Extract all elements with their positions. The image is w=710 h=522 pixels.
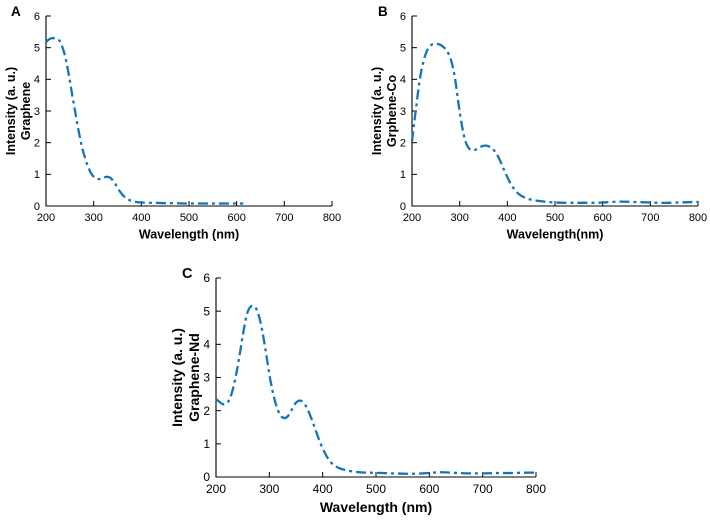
- spectrum-chart-A: 200 300 400 500 600 700 800 0 1 2 3 4 5 6 Wavelength (…: [4, 4, 341, 242]
- y-tick-label: 2: [400, 138, 406, 150]
- y-axis-label-line1: Intensity (a. u.): [169, 328, 185, 427]
- x-tick-label: 500: [366, 482, 386, 496]
- y-tick-label: 5: [400, 43, 406, 55]
- y-tick-label: 1: [34, 169, 40, 181]
- x-tick-label: 600: [227, 212, 245, 224]
- y-tick-label: 0: [203, 470, 210, 484]
- x-axis-label: Wavelength (nm): [139, 228, 239, 242]
- y-tick-label: 4: [34, 74, 40, 86]
- x-axis-label: Wavelength (nm): [320, 499, 432, 515]
- y-tick-label: 2: [34, 138, 40, 150]
- y-tick-label: 1: [400, 169, 406, 181]
- y-tick-label: 3: [203, 371, 210, 385]
- spectrum-chart-B: 200 300 400 500 600 700 800 0 1 2 3 4 5 6 Wavelength(n…: [370, 4, 707, 242]
- spectrum-line-B: [410, 42, 699, 205]
- axis-spines: [411, 16, 698, 207]
- y-tick-label: 6: [203, 271, 210, 285]
- y-tick-label: 3: [400, 106, 406, 118]
- x-tick-label: 700: [641, 212, 659, 224]
- x-tick-label: 200: [206, 482, 226, 496]
- x-tick-label: 200: [403, 212, 421, 224]
- panel-letter-B: B: [378, 4, 388, 19]
- x-tick-label: 600: [593, 212, 611, 224]
- axis-spines: [215, 278, 536, 478]
- x-tick-label: 200: [37, 212, 55, 224]
- x-tick-label: 700: [473, 482, 493, 496]
- spectrum-chart-C: 200 300 400 500 600 700 800 0 1 2 3 4 5 6 Wavelength (…: [169, 266, 546, 515]
- y-tick-label: 1: [203, 437, 210, 451]
- y-tick-label: 2: [203, 404, 210, 418]
- y-tick-label: 0: [400, 201, 406, 213]
- x-tick-label: 500: [180, 212, 198, 224]
- x-tick-label: 300: [450, 212, 468, 224]
- x-tick-label: 400: [498, 212, 516, 224]
- y-axis-label-line1: Intensity (a. u.): [4, 67, 18, 155]
- spectrum-line-C: [215, 304, 537, 475]
- x-tick-label: 800: [526, 482, 546, 496]
- x-tick-label: 600: [419, 482, 439, 496]
- chart-panel-graphene: 200 300 400 500 600 700 800 0 1 2 3 4 5 6 Wavelength (…: [2, 0, 342, 250]
- y-tick-label: 0: [34, 201, 40, 213]
- y-tick-label: 4: [400, 74, 406, 86]
- x-tick-label: 800: [689, 212, 707, 224]
- panel-letter-A: A: [11, 4, 21, 19]
- x-tick-label: 400: [132, 212, 150, 224]
- y-axis-label-line2: Graphene-Nd: [186, 333, 202, 422]
- y-tick-label: 3: [34, 106, 40, 118]
- y-axis-label-line1: Intensity (a. u.): [370, 67, 384, 155]
- y-tick-label: 5: [203, 304, 210, 318]
- spectrum-line-A: [45, 36, 244, 205]
- x-tick-label: 500: [546, 212, 564, 224]
- y-tick-label: 4: [203, 338, 210, 352]
- y-tick-label: 6: [34, 11, 40, 23]
- x-axis-label: Wavelength(nm): [507, 228, 604, 242]
- x-tick-label: 300: [259, 482, 279, 496]
- chart-panel-graphene-co: 200 300 400 500 600 700 800 0 1 2 3 4 5 6 Wavelength(n…: [368, 0, 708, 250]
- panel-letter-C: C: [182, 266, 193, 282]
- x-tick-label: 800: [323, 212, 341, 224]
- chart-panel-graphene-nd: 200 300 400 500 600 700 800 0 1 2 3 4 5 6 Wavelength (…: [168, 262, 548, 517]
- axis-spines: [45, 16, 332, 207]
- x-tick-label: 700: [275, 212, 293, 224]
- y-axis-label-line2: Graphene: [19, 82, 33, 140]
- y-tick-label: 6: [400, 11, 406, 23]
- y-axis-label-line2: Grphene-Co: [385, 75, 399, 148]
- x-tick-label: 400: [313, 482, 333, 496]
- x-tick-label: 300: [84, 212, 102, 224]
- y-tick-label: 5: [34, 43, 40, 55]
